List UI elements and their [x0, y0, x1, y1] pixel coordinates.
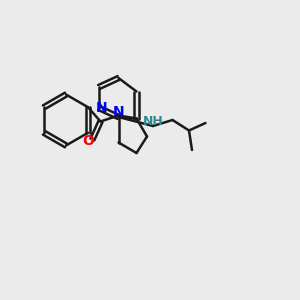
Text: O: O	[82, 134, 94, 148]
Text: N: N	[113, 105, 124, 119]
Text: N: N	[96, 101, 108, 115]
Text: NH: NH	[142, 115, 164, 128]
